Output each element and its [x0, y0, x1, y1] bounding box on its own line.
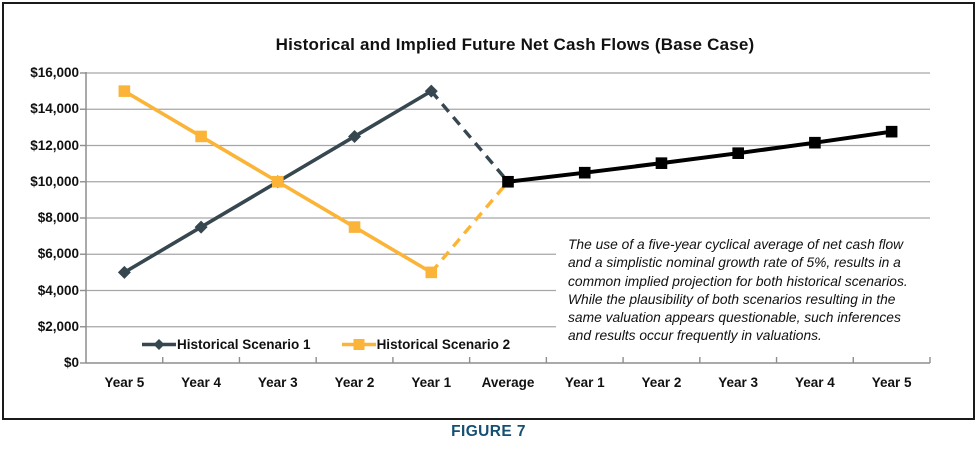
legend-item-scenario-2: Historical Scenario 2 — [341, 337, 511, 352]
x-axis-label: Year 2 — [641, 375, 682, 390]
legend-label-scenario-2: Historical Scenario 2 — [376, 337, 511, 352]
chart-legend: Historical Scenario 1 Historical Scenari… — [137, 336, 515, 353]
y-axis-label: $14,000 — [30, 101, 79, 117]
y-axis-label: $4,000 — [37, 282, 79, 298]
x-axis-label: Year 4 — [181, 375, 221, 390]
series-line — [506, 129, 894, 184]
legend-label-scenario-1: Historical Scenario 1 — [177, 337, 311, 352]
data-point-marker-diamond — [117, 265, 131, 279]
data-point-marker-square — [732, 147, 744, 159]
annotation-text-box: The use of a five-year cyclical average … — [556, 227, 970, 354]
x-axis-label: Year 3 — [718, 375, 759, 390]
x-axis-label: Year 1 — [564, 375, 605, 390]
data-point-marker-square — [885, 125, 898, 138]
x-axis-label: Year 4 — [795, 375, 835, 390]
data-point-marker-square — [272, 175, 284, 188]
figure-caption: FIGURE 7 — [451, 423, 526, 440]
y-axis-label: $2,000 — [37, 318, 79, 334]
scenario-2-line-sample-icon — [341, 339, 376, 350]
data-point-marker-square — [425, 266, 438, 279]
chart-title: Historical and Implied Future Net Cash F… — [275, 35, 755, 54]
data-point-marker-square — [655, 157, 668, 169]
data-point-marker-square — [118, 85, 131, 97]
data-point-marker-square — [195, 130, 207, 143]
y-axis-label: $6,000 — [37, 246, 79, 262]
x-axis-label: Average — [481, 375, 535, 390]
x-axis-label: Year 5 — [871, 375, 912, 390]
dashed-connector-line — [429, 90, 510, 183]
dashed-connector-line — [429, 180, 510, 274]
data-point-marker-square — [348, 221, 361, 233]
y-axis-label: $0 — [63, 355, 79, 370]
data-point-marker-diamond — [194, 220, 208, 234]
data-point-marker-square — [809, 136, 821, 149]
data-point-marker-square — [578, 166, 591, 179]
y-axis-label: $12,000 — [30, 137, 79, 153]
y-axis-label: $16,000 — [30, 65, 79, 80]
data-point-marker-diamond — [424, 84, 438, 98]
x-axis-label: Year 3 — [257, 375, 298, 390]
data-point-marker-diamond — [348, 129, 362, 143]
y-axis-label: $10,000 — [30, 173, 79, 189]
x-axis-label: Year 2 — [334, 375, 375, 390]
scenario-1-line-sample-icon — [142, 339, 176, 350]
x-axis-label: Year 5 — [104, 375, 145, 390]
data-point-marker-square — [502, 175, 514, 188]
x-axis-label: Year 1 — [411, 375, 452, 390]
legend-item-scenario-1: Historical Scenario 1 — [141, 337, 311, 352]
y-axis-label: $8,000 — [37, 210, 79, 225]
